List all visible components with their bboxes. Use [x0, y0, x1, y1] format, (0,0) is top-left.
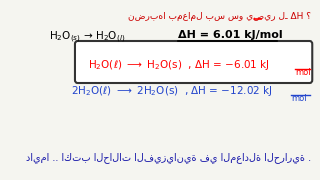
FancyBboxPatch shape	[75, 41, 312, 83]
Text: نضربها بمعامل بس سو يصير لـ ΔH ؟: نضربها بمعامل بس سو يصير لـ ΔH ؟	[128, 12, 311, 21]
Text: mol: mol	[291, 94, 306, 103]
Text: ΔH = 6.01 kJ/mol: ΔH = 6.01 kJ/mol	[178, 30, 283, 40]
Text: H$_2$O$_{(s)}$ → H$_2$O$_{(l)}$: H$_2$O$_{(s)}$ → H$_2$O$_{(l)}$	[49, 30, 125, 45]
Text: دايما .. اكتب الحالات الفيزيانية في المعادلة الحرارية .: دايما .. اكتب الحالات الفيزيانية في المع…	[26, 152, 311, 163]
Text: mol: mol	[295, 68, 311, 77]
Text: H$_2$O($\ell$) $\longrightarrow$ H$_2$O(s)  , ΔH = −6.01 kJ: H$_2$O($\ell$) $\longrightarrow$ H$_2$O(…	[88, 58, 270, 72]
Text: 2H$_2$O($\ell$) $\longrightarrow$ 2H$_2$O(s)  , ΔH = −12.02 kJ: 2H$_2$O($\ell$) $\longrightarrow$ 2H$_2$…	[71, 84, 272, 98]
